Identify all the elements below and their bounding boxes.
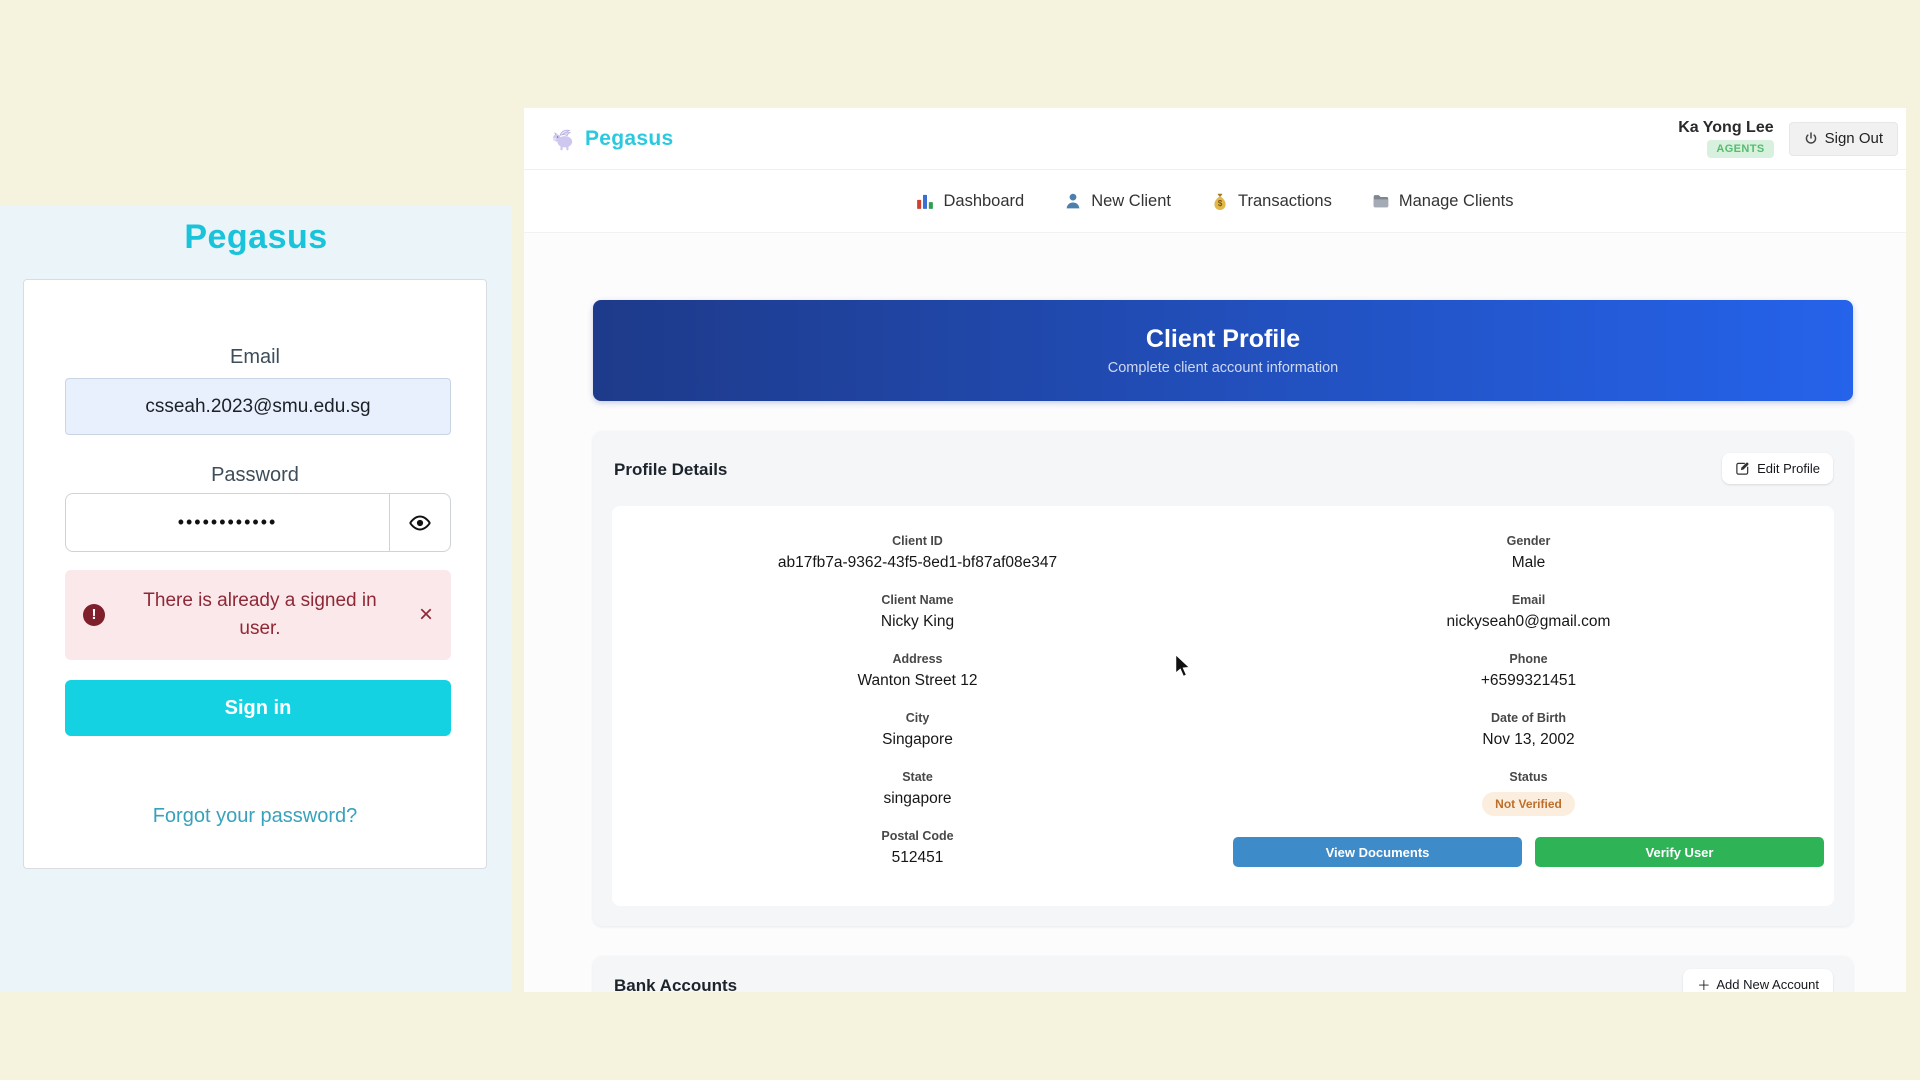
pegasus-logo-icon — [550, 126, 577, 152]
field-value: singapore — [883, 790, 952, 807]
error-close-icon[interactable]: × — [418, 601, 433, 628]
field-label: Email — [1511, 593, 1546, 607]
view-documents-button[interactable]: View Documents — [1233, 837, 1522, 867]
nav-item-new-client[interactable]: New Client — [1064, 192, 1171, 211]
nav-label: Manage Clients — [1398, 191, 1514, 210]
field-label: State — [902, 770, 933, 784]
field-label: Date of Birth — [1491, 711, 1566, 725]
field-postal-code: Postal Code 512451 — [612, 829, 1223, 867]
svg-text:$: $ — [1218, 199, 1223, 208]
field-label: Client Name — [881, 593, 954, 607]
app-header: Pegasus Ka Yong Lee AGENTS Sign Out — [524, 108, 1906, 170]
app-content: Client Profile Complete client account i… — [524, 233, 1906, 992]
field-value: Wanton Street 12 — [857, 672, 978, 689]
bar-chart-icon — [916, 192, 934, 210]
app-brand-title: Pegasus — [585, 126, 674, 150]
nav-label: New Client — [1091, 191, 1171, 210]
sign-in-button[interactable]: Sign in — [65, 680, 451, 736]
field-email: Email nickyseah0@gmail.com — [1223, 593, 1834, 631]
edit-profile-label: Edit Profile — [1757, 461, 1820, 476]
client-profile-banner: Client Profile Complete client account i… — [593, 300, 1853, 401]
sign-out-button[interactable]: Sign Out — [1788, 121, 1898, 156]
field-label: Phone — [1509, 652, 1548, 666]
user-role-badge: AGENTS — [1707, 140, 1774, 158]
verify-user-button[interactable]: Verify User — [1535, 837, 1824, 867]
power-icon — [1804, 131, 1818, 146]
nav-item-dashboard[interactable]: Dashboard — [916, 192, 1024, 211]
field-city: City Singapore — [612, 711, 1223, 749]
banner-subtitle: Complete client account information — [1107, 360, 1339, 376]
profile-left-column: Client ID ab17fb7a-9362-43f5-8ed1-bf87af… — [612, 534, 1223, 906]
nav-item-transactions[interactable]: $ Transactions — [1211, 192, 1332, 211]
profile-action-buttons: View Documents Verify User — [1233, 837, 1824, 867]
password-label: Password — [211, 464, 299, 486]
field-phone: Phone +6599321451 — [1223, 652, 1834, 690]
person-icon — [1064, 192, 1082, 210]
error-message: There is already a signed in user. — [143, 590, 377, 639]
nav-item-manage-clients[interactable]: Manage Clients — [1372, 192, 1514, 211]
add-new-account-button[interactable]: ＋ Add New Account — [1683, 969, 1833, 992]
field-date-of-birth: Date of Birth Nov 13, 2002 — [1223, 711, 1834, 749]
status-badge: Not Verified — [1482, 792, 1575, 816]
nav-label: Dashboard — [943, 191, 1025, 210]
user-block: Ka Yong Lee AGENTS — [1678, 119, 1774, 158]
profile-right-column: Gender Male Email nickyseah0@gmail.com P… — [1223, 534, 1834, 906]
field-value: Nicky King — [880, 613, 955, 630]
profile-card-header: Profile Details Edit Profile — [593, 431, 1853, 484]
app-window: Pegasus Ka Yong Lee AGENTS Sign Out — [524, 108, 1906, 992]
field-gender: Gender Male — [1223, 534, 1834, 572]
bank-accounts-card: Bank Accounts ＋ Add New Account — [593, 956, 1853, 992]
bank-card-header: Bank Accounts ＋ Add New Account — [593, 956, 1853, 992]
error-icon: ! — [83, 604, 105, 626]
edit-profile-button[interactable]: Edit Profile — [1722, 453, 1833, 484]
login-card: Email Password ! There is already a sign… — [23, 279, 487, 869]
field-value: Nov 13, 2002 — [1482, 731, 1575, 748]
field-state: State singapore — [612, 770, 1223, 808]
bank-section-title: Bank Accounts — [614, 976, 738, 992]
field-client-id: Client ID ab17fb7a-9362-43f5-8ed1-bf87af… — [612, 534, 1223, 572]
sign-out-label: Sign Out — [1824, 130, 1883, 147]
field-label: Client ID — [892, 534, 943, 548]
field-label: Postal Code — [881, 829, 954, 843]
banner-title: Client Profile — [1145, 325, 1301, 353]
field-value: nickyseah0@gmail.com — [1446, 613, 1611, 630]
error-alert: ! There is already a signed in user. × — [65, 570, 451, 660]
add-new-account-label: Add New Account — [1716, 976, 1819, 992]
profile-body: Client ID ab17fb7a-9362-43f5-8ed1-bf87af… — [612, 506, 1834, 906]
login-window: Pegasus Email Password ! There — [0, 206, 512, 992]
nav-label: Transactions — [1238, 191, 1332, 210]
toggle-password-visibility-button[interactable] — [389, 493, 451, 552]
field-value: +6599321451 — [1480, 672, 1577, 689]
password-input[interactable] — [65, 493, 390, 552]
profile-details-card: Profile Details Edit Profile — [593, 431, 1853, 926]
folder-icon — [1372, 192, 1390, 210]
field-client-name: Client Name Nicky King — [612, 593, 1223, 631]
forgot-password-link[interactable]: Forgot your password? — [152, 805, 358, 827]
email-label: Email — [229, 346, 280, 368]
field-label: Status — [1509, 770, 1548, 784]
money-bag-icon: $ — [1211, 192, 1229, 210]
password-group — [65, 493, 451, 552]
app-nav: Dashboard New Client $ — [524, 170, 1906, 233]
field-label: Address — [892, 652, 943, 666]
field-label: Gender — [1506, 534, 1551, 548]
field-label: City — [905, 711, 930, 725]
header-right: Ka Yong Lee AGENTS Sign Out — [1678, 119, 1898, 158]
field-address: Address Wanton Street 12 — [612, 652, 1223, 690]
email-input[interactable] — [65, 378, 451, 435]
plus-icon: ＋ — [1697, 977, 1711, 993]
profile-section-title: Profile Details — [614, 460, 728, 479]
eye-icon — [408, 511, 432, 535]
field-value: Singapore — [882, 731, 953, 748]
app-logo[interactable]: Pegasus — [550, 126, 673, 152]
field-value: Male — [1511, 554, 1546, 571]
user-name: Ka Yong Lee — [1678, 119, 1774, 136]
field-status: Status Not Verified — [1223, 770, 1834, 816]
edit-pencil-icon — [1735, 461, 1750, 476]
field-value: ab17fb7a-9362-43f5-8ed1-bf87af08e347 — [777, 554, 1058, 571]
field-value: 512451 — [891, 849, 944, 866]
login-brand-title: Pegasus — [184, 218, 328, 256]
